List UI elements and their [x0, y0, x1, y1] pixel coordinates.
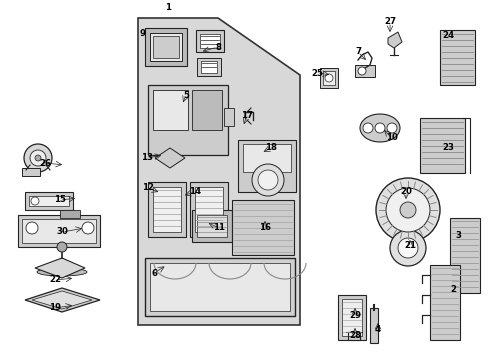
Circle shape	[362, 123, 372, 133]
Polygon shape	[387, 32, 401, 48]
Bar	[153, 187, 181, 232]
Bar	[29, 196, 69, 206]
Text: 14: 14	[188, 188, 201, 197]
Circle shape	[57, 242, 67, 252]
Text: 30: 30	[56, 228, 68, 237]
Bar	[60, 210, 80, 218]
Bar	[224, 108, 234, 126]
Circle shape	[258, 170, 278, 190]
Bar	[201, 61, 217, 73]
Circle shape	[82, 222, 94, 234]
Text: 8: 8	[215, 42, 221, 51]
Text: 28: 28	[348, 330, 360, 339]
Bar	[145, 258, 294, 316]
Bar	[148, 85, 227, 155]
Text: 15: 15	[54, 195, 66, 204]
Bar	[18, 215, 100, 247]
Polygon shape	[25, 288, 100, 312]
Bar	[429, 265, 459, 340]
Bar	[449, 218, 479, 293]
Bar	[243, 144, 290, 172]
Circle shape	[26, 222, 38, 234]
Text: 25: 25	[310, 68, 322, 77]
Bar	[145, 28, 186, 66]
Bar	[195, 187, 223, 232]
Bar	[231, 200, 293, 255]
Polygon shape	[138, 18, 299, 325]
Text: 2: 2	[449, 285, 455, 294]
Bar	[22, 219, 96, 243]
Bar	[192, 210, 231, 242]
Text: 20: 20	[399, 188, 411, 197]
Circle shape	[24, 144, 52, 172]
Bar	[369, 308, 377, 343]
Bar	[196, 30, 224, 52]
Bar	[419, 118, 464, 173]
Bar	[150, 33, 182, 61]
Polygon shape	[155, 148, 184, 168]
Text: 24: 24	[441, 31, 453, 40]
Bar	[337, 295, 365, 340]
Text: 13: 13	[141, 153, 153, 162]
Text: 3: 3	[454, 230, 460, 239]
Bar	[354, 65, 374, 77]
Text: 4: 4	[374, 325, 380, 334]
Polygon shape	[35, 258, 85, 278]
Text: 27: 27	[383, 18, 395, 27]
Text: 23: 23	[441, 144, 453, 153]
Text: 19: 19	[49, 303, 61, 312]
Bar	[439, 30, 474, 85]
Circle shape	[374, 123, 384, 133]
Text: 1: 1	[164, 4, 171, 13]
Bar	[25, 192, 73, 210]
Bar	[153, 36, 179, 58]
Text: 26: 26	[39, 158, 51, 167]
Circle shape	[30, 150, 46, 166]
Text: 21: 21	[403, 240, 415, 249]
Text: 6: 6	[151, 269, 157, 278]
Bar	[319, 68, 337, 88]
Circle shape	[399, 202, 415, 218]
Bar	[238, 140, 295, 192]
Text: 7: 7	[354, 48, 360, 57]
Text: 17: 17	[241, 111, 253, 120]
Bar	[153, 90, 187, 130]
Circle shape	[385, 188, 429, 232]
Bar	[341, 299, 361, 336]
Circle shape	[251, 164, 284, 196]
Text: 16: 16	[259, 224, 270, 233]
Text: 12: 12	[142, 184, 154, 193]
Ellipse shape	[359, 114, 399, 142]
Bar	[197, 58, 221, 76]
Bar	[323, 71, 334, 85]
Text: 22: 22	[49, 275, 61, 284]
Circle shape	[386, 123, 396, 133]
Text: 10: 10	[385, 134, 397, 143]
Circle shape	[35, 155, 41, 161]
Bar	[22, 168, 40, 176]
Ellipse shape	[37, 268, 87, 276]
Text: 9: 9	[140, 28, 146, 37]
Text: 5: 5	[183, 90, 188, 99]
Bar	[190, 182, 227, 237]
Bar	[200, 34, 220, 48]
Bar	[197, 215, 226, 237]
Text: 29: 29	[348, 310, 360, 320]
Text: 18: 18	[264, 144, 276, 153]
Circle shape	[389, 230, 425, 266]
Circle shape	[357, 67, 365, 75]
Text: 11: 11	[213, 224, 224, 233]
Polygon shape	[32, 291, 92, 309]
Bar	[150, 263, 289, 311]
Circle shape	[325, 74, 332, 82]
Circle shape	[397, 238, 417, 258]
Circle shape	[375, 178, 439, 242]
Bar	[192, 90, 222, 130]
Circle shape	[31, 197, 39, 205]
Bar	[148, 182, 185, 237]
